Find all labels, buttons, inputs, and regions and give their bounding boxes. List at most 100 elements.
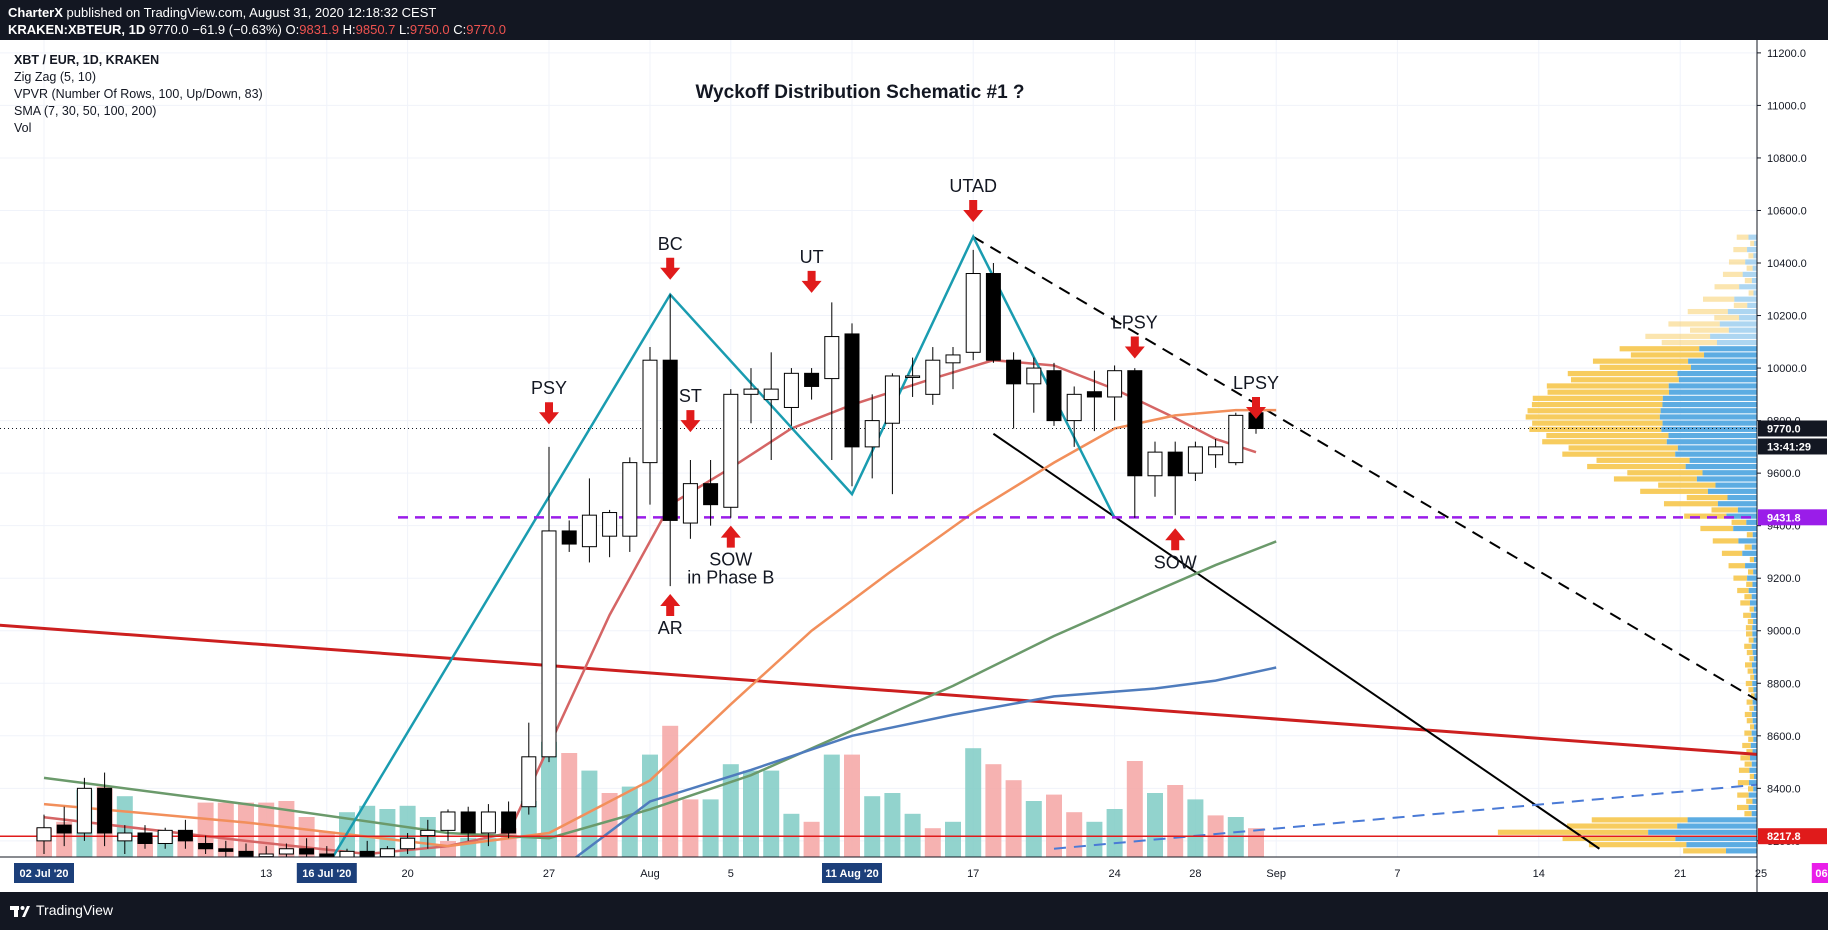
- candle-body: [884, 375, 900, 424]
- vp-bar-up: [1710, 333, 1757, 339]
- price-tick-label: 8400.0: [1767, 783, 1801, 795]
- annotation-label: AR: [658, 618, 683, 638]
- vp-bar-up: [1753, 705, 1757, 711]
- vp-bar-up: [1659, 414, 1757, 420]
- vp-bar-down: [1728, 563, 1746, 569]
- vp-bar-up: [1753, 773, 1757, 780]
- vp-bar-up: [1748, 792, 1757, 798]
- vp-bar-down: [1546, 383, 1669, 389]
- volume-bar: [601, 793, 618, 857]
- candle: [521, 722, 537, 815]
- tradingview-logo-icon[interactable]: [10, 903, 30, 919]
- vp-bar-up: [1754, 724, 1757, 730]
- vp-bar-down: [1748, 736, 1754, 742]
- header-bar: CharterX published on TradingView.com, A…: [0, 0, 1828, 40]
- candle-body: [703, 483, 719, 506]
- vp-bar-down: [1743, 612, 1752, 618]
- candle-body: [682, 483, 698, 524]
- vp-bar-down: [1568, 445, 1678, 451]
- time-flag-label: 02 Jul '20: [19, 868, 68, 880]
- price-tick-label: 10000.0: [1767, 363, 1807, 375]
- candle: [1167, 441, 1183, 516]
- time-tick-label: 5: [728, 868, 734, 880]
- vp-bar-down: [1750, 724, 1755, 730]
- vp-bar-up: [1725, 848, 1757, 854]
- vp-bar-down: [1567, 823, 1678, 829]
- candle: [905, 357, 921, 397]
- vp-bar-down: [1744, 277, 1752, 284]
- candle-body: [541, 530, 557, 758]
- vp-bar-down: [1746, 581, 1753, 587]
- vp-bar-up: [1668, 432, 1757, 439]
- candle: [157, 827, 173, 849]
- candle-body: [1066, 393, 1082, 422]
- vp-bar-up: [1751, 643, 1757, 649]
- candle: [501, 801, 517, 839]
- time-tick-label: 21: [1674, 868, 1686, 880]
- vp-bar-down: [1588, 842, 1687, 848]
- candle-body: [965, 273, 981, 353]
- vp-bar-up: [1751, 612, 1757, 618]
- vp-bar-up: [1727, 308, 1757, 315]
- volume-bar: [722, 764, 739, 857]
- time-tick-label: Sep: [1266, 868, 1286, 880]
- price-flag: [1758, 420, 1827, 437]
- chart-area[interactable]: PSY BC ST UT UTAD LPSY LPSY AR SOW in Phase B SOW W…: [0, 40, 1828, 892]
- vp-bar-down: [1751, 693, 1755, 699]
- vp-bar-down: [1733, 575, 1748, 581]
- candle-body: [56, 824, 72, 834]
- vp-bar-down: [1744, 544, 1752, 550]
- candle: [561, 520, 577, 552]
- vp-bar-up: [1662, 401, 1757, 408]
- vp-bar-up: [1753, 668, 1757, 674]
- arrow-down-icon: [680, 410, 701, 433]
- vp-bar-down: [1748, 687, 1754, 693]
- vp-bar-down: [1744, 643, 1752, 649]
- vp-bar-up: [1748, 780, 1757, 786]
- indicator-legend: XBT / EUR, 1D, KRAKEN Zig Zag (5, 10) VP…: [14, 52, 263, 137]
- vp-bar-up: [1696, 476, 1757, 482]
- volume-bar: [783, 813, 800, 857]
- candle: [1187, 441, 1203, 482]
- legend-sma[interactable]: SMA (7, 30, 50, 100, 200): [14, 104, 157, 118]
- vp-bar-up: [1753, 253, 1757, 259]
- vp-bar-up: [1749, 600, 1757, 606]
- volume-bar: [844, 754, 860, 857]
- vp-bar-up: [1689, 457, 1757, 463]
- candle: [1006, 352, 1022, 429]
- publish-line: CharterX published on TradingView.com, A…: [8, 5, 436, 20]
- time-tick-label: 28: [1189, 868, 1201, 880]
- candle-body: [480, 811, 496, 834]
- vp-bar-down: [1748, 637, 1754, 643]
- vp-bar-down: [1599, 364, 1691, 370]
- time-tick-label: 7: [1394, 868, 1400, 880]
- legend-symbol[interactable]: XBT / EUR, 1D, KRAKEN: [14, 53, 160, 67]
- author-name[interactable]: CharterX: [8, 5, 63, 20]
- vp-bar-up: [1716, 339, 1757, 346]
- vp-bar-down: [1749, 773, 1754, 780]
- candle: [56, 806, 72, 847]
- vp-bar-up: [1751, 544, 1757, 550]
- candle-body: [985, 273, 1001, 361]
- candle-body: [1147, 451, 1163, 477]
- vp-bar-up: [1666, 439, 1757, 445]
- candle: [1086, 370, 1102, 432]
- vp-bar-up: [1675, 835, 1757, 842]
- tradingview-brand[interactable]: TradingView: [36, 902, 114, 918]
- vp-bar-down: [1562, 835, 1676, 842]
- vp-bar-up: [1677, 823, 1757, 829]
- vp-bar-down: [1721, 550, 1743, 556]
- vp-bar-up: [1752, 718, 1757, 724]
- candle: [804, 368, 820, 400]
- vp-bar-down: [1690, 327, 1729, 333]
- vp-bar-down: [1747, 618, 1754, 625]
- annotation-label: SOW: [1154, 552, 1197, 572]
- vp-bar-up: [1707, 488, 1757, 494]
- legend-zigzag[interactable]: Zig Zag (5, 10): [14, 70, 96, 84]
- volume-bar: [541, 741, 557, 857]
- legend-volume[interactable]: Vol: [14, 121, 32, 135]
- vp-bar-up: [1747, 246, 1757, 253]
- legend-vpvr[interactable]: VPVR (Number Of Rows, 100, Up/Down, 83): [14, 87, 263, 101]
- vp-bar-down: [1532, 420, 1663, 426]
